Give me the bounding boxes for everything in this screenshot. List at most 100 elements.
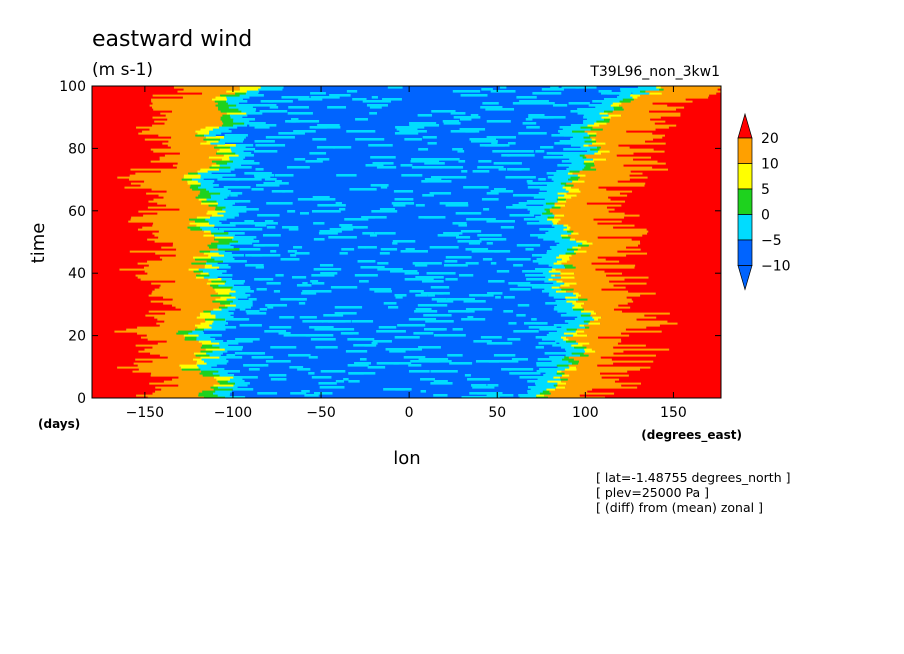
west-strong-westerly	[92, 92, 203, 95]
easterly-streak	[445, 176, 467, 179]
easterly-streak	[452, 222, 467, 225]
west-strong-westerly	[92, 240, 155, 243]
east-transition	[594, 122, 607, 125]
east-westerly-band	[576, 300, 634, 303]
east-westerly-band	[600, 322, 678, 325]
east-weak-easterly	[583, 114, 609, 117]
east-westerly-band	[572, 172, 643, 175]
east-weak-easterly	[552, 266, 566, 269]
west-transition	[195, 196, 211, 199]
easterly-streak	[313, 268, 342, 271]
easterly-streak	[271, 190, 286, 193]
west-strong-westerly	[92, 310, 149, 313]
west-transition	[215, 206, 226, 209]
west-weak-easterly	[235, 296, 248, 299]
west-westerly-band	[151, 98, 212, 101]
easterly-streak	[296, 284, 312, 287]
east-westerly-band	[599, 148, 654, 151]
west-transition	[207, 244, 218, 247]
east-weak-easterly	[595, 106, 614, 109]
west-strong-westerly	[92, 264, 149, 267]
east-westerly-band	[589, 326, 647, 329]
easterly-streak	[535, 150, 545, 153]
east-strong-westerly	[653, 360, 721, 363]
east-strong-westerly	[605, 258, 721, 261]
easterly-streak	[294, 252, 310, 255]
easterly-streak	[266, 282, 281, 285]
east-weak-easterly	[545, 302, 573, 305]
west-strong-westerly	[92, 278, 141, 281]
east-weak-easterly	[570, 144, 584, 147]
east-weak-easterly	[601, 102, 613, 105]
west-weak-easterly	[212, 322, 228, 325]
east-weak-easterly	[539, 328, 567, 331]
east-westerly-band	[606, 122, 655, 125]
easterly-streak	[262, 234, 281, 237]
east-transition	[604, 110, 613, 113]
easterly-streak	[404, 272, 419, 275]
easterly-streak	[465, 130, 480, 133]
west-transition	[217, 292, 230, 295]
easterly-streak	[408, 364, 422, 367]
west-transition	[188, 268, 199, 271]
west-weak-easterly	[227, 98, 243, 101]
east-weak-easterly	[541, 386, 556, 389]
east-transition	[610, 104, 620, 107]
west-transition	[216, 162, 228, 165]
east-strong-westerly	[622, 272, 721, 275]
easterly-streak	[266, 202, 293, 205]
east-strong-westerly	[662, 136, 721, 139]
easterly-streak	[235, 178, 262, 181]
east-weak-easterly	[580, 146, 597, 149]
east-westerly-band	[600, 146, 630, 149]
easterly-streak	[270, 250, 277, 253]
east-strong-westerly	[609, 280, 721, 283]
west-westerly-band	[153, 108, 219, 111]
easterly-streak	[269, 326, 292, 329]
west-strong-westerly	[92, 340, 167, 343]
east-transition	[585, 164, 595, 167]
east-westerly-band	[633, 98, 686, 101]
easterly-streak	[310, 96, 340, 99]
east-strong-westerly	[664, 150, 721, 153]
easterly-streak	[359, 358, 367, 361]
west-strong-westerly	[92, 214, 144, 217]
east-westerly-band	[567, 378, 620, 381]
east-westerly-band	[584, 302, 628, 305]
west-westerly-band	[175, 306, 219, 309]
easterly-streak	[355, 118, 368, 121]
east-strong-westerly	[667, 320, 721, 323]
west-transition	[200, 190, 209, 193]
west-westerly-band	[129, 178, 182, 181]
east-strong-westerly	[634, 266, 721, 269]
west-weak-easterly	[210, 230, 224, 233]
west-weak-easterly	[206, 362, 227, 365]
west-weak-easterly	[219, 356, 243, 359]
east-strong-westerly	[613, 308, 721, 311]
east-transition	[601, 116, 611, 119]
west-strong-westerly	[92, 268, 120, 271]
easterly-streak	[288, 106, 309, 109]
west-westerly-band	[163, 196, 196, 199]
east-weak-easterly	[619, 94, 631, 97]
east-transition	[554, 204, 566, 207]
east-transition	[567, 172, 573, 175]
west-strong-westerly	[92, 304, 173, 307]
west-weak-easterly	[203, 328, 226, 331]
easterly-streak	[475, 360, 500, 363]
west-transition	[198, 392, 213, 395]
easterly-streak	[415, 294, 428, 297]
east-strong-westerly	[656, 316, 721, 319]
easterly-streak	[531, 194, 556, 197]
west-weak-easterly	[230, 148, 256, 151]
west-westerly-band	[140, 336, 186, 339]
east-strong-westerly	[601, 376, 721, 379]
west-strong-westerly	[92, 252, 156, 255]
east-westerly-band	[598, 318, 637, 321]
easterly-streak	[410, 160, 440, 163]
west-transition	[211, 280, 227, 283]
east-transition	[565, 252, 576, 255]
east-strong-westerly	[619, 378, 721, 381]
east-strong-westerly	[597, 236, 721, 239]
easterly-streak	[535, 102, 555, 105]
